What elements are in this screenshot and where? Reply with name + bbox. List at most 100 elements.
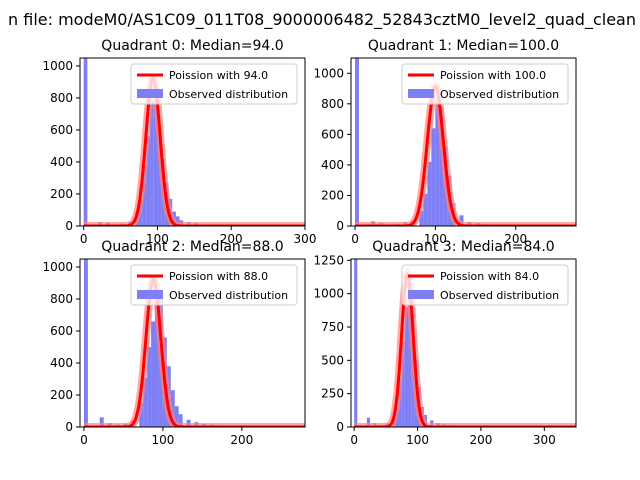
y-tick-label: 800 bbox=[50, 91, 73, 105]
y-tick-label: 800 bbox=[321, 97, 344, 111]
hist-bar-9 bbox=[151, 321, 155, 427]
hist-bar-10 bbox=[155, 292, 159, 427]
hist-bar-8 bbox=[401, 341, 405, 427]
y-tick-label: 750 bbox=[321, 320, 344, 334]
x-tick-label: 100 bbox=[424, 232, 447, 246]
y-tick-label: 0 bbox=[336, 219, 344, 233]
hist-bar-9 bbox=[404, 307, 409, 427]
legend: Poission with 88.0 Observed distribution bbox=[130, 264, 298, 306]
hist-bar-10 bbox=[150, 101, 154, 226]
hist-bar-0 bbox=[355, 58, 360, 226]
y-tick-label: 600 bbox=[50, 123, 73, 137]
legend-box bbox=[401, 264, 569, 306]
hist-bar-11 bbox=[435, 99, 440, 226]
legend-bar-swatch bbox=[408, 89, 434, 98]
y-tick-label: 200 bbox=[321, 188, 344, 202]
legend: Poission with 100.0 Observed distribution bbox=[401, 63, 569, 105]
hist-bar-12 bbox=[157, 126, 162, 226]
hist-bar-10 bbox=[431, 128, 436, 226]
legend-label-poisson: Poission with 100.0 bbox=[440, 69, 546, 82]
y-tick-label: 400 bbox=[50, 155, 73, 169]
panel-quadrant-3: 0 100 200 300 0 250 500 750 1000 1250 Quadrant 3: … bbox=[313, 239, 577, 447]
plot-area bbox=[83, 259, 305, 427]
panel-quadrant-2: 0 100 200 0 200 400 600 800 1000 Quadrant 2: Medi… bbox=[42, 239, 306, 447]
hist-bar-8 bbox=[147, 347, 152, 427]
x-tick-label: 300 bbox=[294, 232, 317, 246]
hist-bar-16 bbox=[459, 215, 464, 226]
plot-area bbox=[83, 58, 305, 226]
y-tick-label: 200 bbox=[50, 187, 73, 201]
y-tick-label: 200 bbox=[50, 388, 73, 402]
panel-quadrant-1: 0 100 200 0 200 400 600 800 1000 Quadrant 1: Medi… bbox=[313, 38, 577, 246]
hist-bar-9 bbox=[146, 136, 151, 226]
x-tick-label: 0 bbox=[80, 232, 88, 246]
hist-bar-1 bbox=[99, 417, 104, 427]
hist-bar-17 bbox=[175, 216, 180, 226]
y-tick-label: 1000 bbox=[42, 59, 73, 73]
hist-bar-11 bbox=[153, 91, 158, 226]
y-tick-label: 1000 bbox=[313, 287, 344, 301]
hist-bar-15 bbox=[174, 406, 179, 427]
poisson-curve bbox=[354, 271, 576, 427]
x-tick-label: 0 bbox=[80, 433, 88, 447]
hist-bar-7 bbox=[143, 377, 148, 427]
y-tick-label: 250 bbox=[321, 387, 344, 401]
y-tick-label: 400 bbox=[50, 356, 73, 370]
legend-bar-swatch bbox=[408, 290, 434, 299]
hist-bar-0 bbox=[83, 58, 88, 226]
panel-quadrant-0: 0 100 200 300 0 200 400 600 800 1000 Quadrant 0: M… bbox=[42, 38, 316, 246]
hist-bar-8 bbox=[142, 165, 147, 226]
y-tick-label: 400 bbox=[321, 158, 344, 172]
poisson-curve-glow bbox=[355, 81, 576, 226]
hist-bar-16 bbox=[178, 414, 183, 427]
legend: Poission with 84.0 Observed distribution bbox=[401, 264, 569, 306]
legend-bar-swatch bbox=[137, 290, 163, 299]
x-tick-label: 0 bbox=[350, 433, 358, 447]
legend-box bbox=[130, 63, 298, 105]
poisson-curve bbox=[355, 84, 576, 226]
y-tick-label: 1000 bbox=[42, 260, 73, 274]
plot-area bbox=[354, 259, 576, 427]
y-tick-label: 1250 bbox=[313, 253, 344, 267]
legend-label-observed: Observed distribution bbox=[440, 88, 559, 101]
hist-bar-12 bbox=[439, 106, 444, 226]
axes-frame bbox=[79, 57, 306, 227]
legend-label-observed: Observed distribution bbox=[169, 289, 288, 302]
hist-bar-7 bbox=[419, 210, 424, 226]
legend-label-observed: Observed distribution bbox=[440, 289, 559, 302]
legend-box bbox=[130, 264, 298, 306]
legend-label-poisson: Poission with 94.0 bbox=[169, 69, 268, 82]
y-tick-label: 0 bbox=[65, 420, 73, 434]
x-tick-label: 300 bbox=[533, 433, 556, 447]
legend-box bbox=[401, 63, 569, 105]
hist-bar-6 bbox=[139, 403, 144, 427]
x-tick-label: 200 bbox=[230, 433, 253, 447]
legend-label-observed: Observed distribution bbox=[169, 88, 288, 101]
panel-title: Quadrant 1: Median=100.0 bbox=[368, 38, 559, 54]
figure-suptitle: n file: modeM0/AS1C09_011T08_9000006482_… bbox=[8, 10, 636, 30]
legend-bar-swatch bbox=[137, 89, 163, 98]
y-tick-label: 800 bbox=[50, 292, 73, 306]
x-tick-label: 200 bbox=[504, 232, 527, 246]
hist-bar-8 bbox=[423, 193, 428, 226]
legend: Poission with 94.0 Observed distribution bbox=[130, 63, 298, 105]
axes-frame bbox=[79, 258, 306, 428]
axes-frame bbox=[350, 258, 577, 428]
hist-bar-14 bbox=[170, 390, 175, 427]
y-tick-label: 0 bbox=[336, 420, 344, 434]
x-tick-label: 200 bbox=[469, 433, 492, 447]
hist-bar-9 bbox=[427, 161, 432, 226]
x-tick-label: 100 bbox=[406, 433, 429, 447]
y-tick-label: 1000 bbox=[313, 66, 344, 80]
y-tick-label: 500 bbox=[321, 353, 344, 367]
axes-frame bbox=[350, 57, 577, 227]
x-tick-label: 0 bbox=[351, 232, 359, 246]
legend-label-poisson: Poission with 88.0 bbox=[169, 270, 268, 283]
hist-bar-0 bbox=[354, 259, 358, 427]
panel-title: Quadrant 0: Median=94.0 bbox=[101, 38, 283, 54]
legend-label-poisson: Poission with 84.0 bbox=[440, 270, 539, 283]
panel-title: Quadrant 3: Median=84.0 bbox=[372, 239, 554, 255]
hist-bar-0 bbox=[83, 259, 88, 427]
y-tick-label: 0 bbox=[65, 219, 73, 233]
